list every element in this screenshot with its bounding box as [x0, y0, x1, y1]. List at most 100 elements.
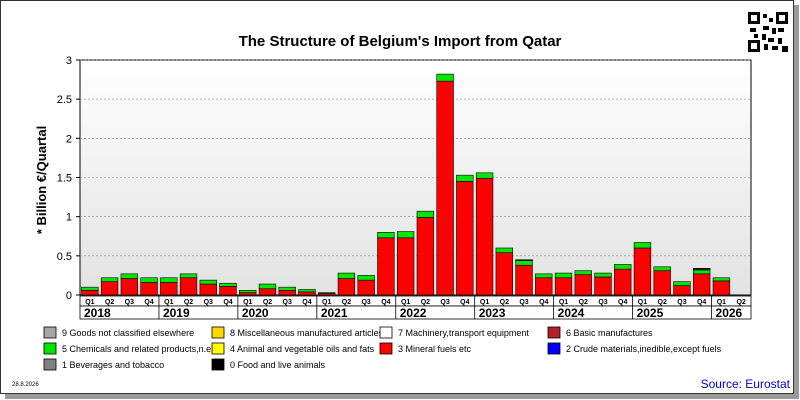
year-label: 2021: [321, 306, 348, 320]
quarter-label: Q1: [164, 299, 173, 306]
quarter-label: Q3: [204, 299, 213, 306]
bar-segment: [475, 172, 494, 179]
legend-label: 8 Miscellaneous manufactured articles: [230, 328, 384, 338]
bar-segment: [160, 277, 178, 283]
bar-segment: [298, 289, 316, 293]
bar-segment: [515, 264, 533, 296]
quarter-label: Q2: [105, 299, 114, 306]
bar-segment: [692, 269, 711, 275]
plot-area: 00.511.522.53 Q1 Q2 Q3 Q4 Q1 Q2 Q3 Q4 Q1 Q2 Q3 Q4 Q1…: [57, 55, 752, 320]
quarter-label: Q4: [697, 299, 706, 306]
bar-segment: [495, 252, 513, 296]
bar-segment: [179, 273, 198, 279]
bar-segment: [140, 282, 158, 296]
bar-segment: [278, 289, 296, 296]
bar-segment: [456, 174, 474, 182]
quarter-label: Q1: [322, 299, 331, 306]
legend-label: 1 Beverages and tobacco: [62, 360, 164, 370]
quarter-label: Q3: [283, 299, 292, 306]
quarter-label: Q3: [519, 299, 528, 306]
bar-segment: [160, 282, 178, 296]
bar-segment: [298, 291, 316, 296]
bar-segment: [653, 270, 671, 296]
bar-segment: [199, 279, 217, 285]
bar-segment: [554, 272, 573, 279]
legend-label: 7 Machinery,transport equipment: [398, 328, 529, 338]
quarter-label: Q1: [85, 299, 94, 306]
legend-label: 3 Mineral fuels etc: [398, 344, 472, 354]
bar-segment: [515, 260, 533, 266]
legend-label: 9 Goods not classified elsewhere: [62, 328, 194, 338]
bar-segment: [495, 247, 513, 253]
quarter-strip: [79, 295, 752, 307]
legend-swatch: [211, 342, 225, 355]
quarter-label: Q1: [401, 299, 410, 306]
bar-segment: [199, 283, 217, 296]
year-label: 2024: [558, 306, 585, 320]
bar-segment: [535, 277, 553, 296]
quarter-label: Q3: [598, 299, 607, 306]
bar-segment: [692, 273, 711, 296]
quarter-label: Q1: [717, 299, 726, 306]
quarter-label: Q4: [381, 299, 390, 306]
legend-swatch: [43, 342, 57, 355]
year-label: 2020: [242, 306, 269, 320]
bar-segment: [337, 272, 356, 279]
bar-segment: [357, 275, 375, 281]
y-tick-label: 3: [66, 55, 72, 67]
year-label: 2025: [637, 306, 664, 320]
quarter-label: Q2: [184, 299, 193, 306]
bar-segment: [614, 268, 632, 296]
legend-label: 5 Chemicals and related products,n.e.s.: [62, 344, 221, 354]
legend-swatch: [547, 342, 561, 355]
year-label: 2019: [163, 306, 190, 320]
date-stamp: 28.8.2026: [12, 382, 39, 388]
bar-segment: [100, 281, 119, 296]
quarter-label: Q3: [361, 299, 370, 306]
quarter-label: Q2: [263, 299, 272, 306]
legend-swatch: [43, 326, 57, 339]
quarter-label: Q4: [223, 299, 232, 306]
bar-segment: [100, 277, 119, 282]
legend-swatch: [43, 358, 57, 371]
chart-title: The Structure of Belgium's Import from Q…: [239, 33, 562, 50]
bar-segment: [318, 292, 336, 294]
bar-segment: [258, 288, 277, 296]
bar-segment: [258, 283, 277, 290]
bar-segment: [219, 286, 237, 296]
quarter-label: Q4: [539, 299, 548, 306]
bar-segment: [554, 277, 573, 296]
qr-code-icon: [748, 12, 788, 52]
quarter-label: Q1: [559, 299, 568, 306]
quarter-label: Q2: [342, 299, 351, 306]
legend-label: 2 Crude materials,inedible,except fuels: [566, 344, 722, 354]
y-tick-label: 1.5: [57, 173, 72, 185]
quarter-label: Q4: [460, 299, 469, 306]
bar-segment: [416, 217, 435, 296]
year-label: 2022: [400, 306, 427, 320]
quarter-label: Q2: [658, 299, 667, 306]
y-tick-label: 0.5: [57, 251, 72, 263]
quarter-label: Q3: [440, 299, 449, 306]
bar-segment: [673, 285, 691, 296]
quarter-label: Q4: [618, 299, 627, 306]
legend: 9 Goods not classified elsewhere 8 Miscel…: [43, 326, 722, 371]
source-label: Source: Eurostat: [701, 377, 791, 391]
y-axis-label: * Billion €/Quartal: [34, 126, 49, 234]
legend-label: 4 Animal and vegetable oils and fats: [230, 344, 375, 354]
bar-segment: [436, 80, 454, 296]
bars: [81, 73, 731, 296]
bar-segment: [239, 289, 257, 293]
bar-segment: [179, 277, 198, 296]
bar-segment: [653, 266, 671, 272]
x-axis: Q1 Q2 Q3 Q4 Q1 Q2 Q3 Q4 Q1 Q2 Q3 Q4 Q1 Q2 Q3 Q4 Q1 Q2 Q3 Q4…: [79, 295, 752, 320]
bar-segment: [377, 232, 395, 239]
year-label: 2026: [716, 306, 743, 320]
bar-segment: [396, 231, 415, 239]
bar-segment: [219, 282, 237, 287]
bar-segment: [396, 237, 415, 296]
quarter-label: Q1: [638, 299, 647, 306]
bar-segment: [712, 280, 731, 296]
bar-segment: [475, 177, 494, 296]
quarter-label: Q4: [144, 299, 153, 306]
